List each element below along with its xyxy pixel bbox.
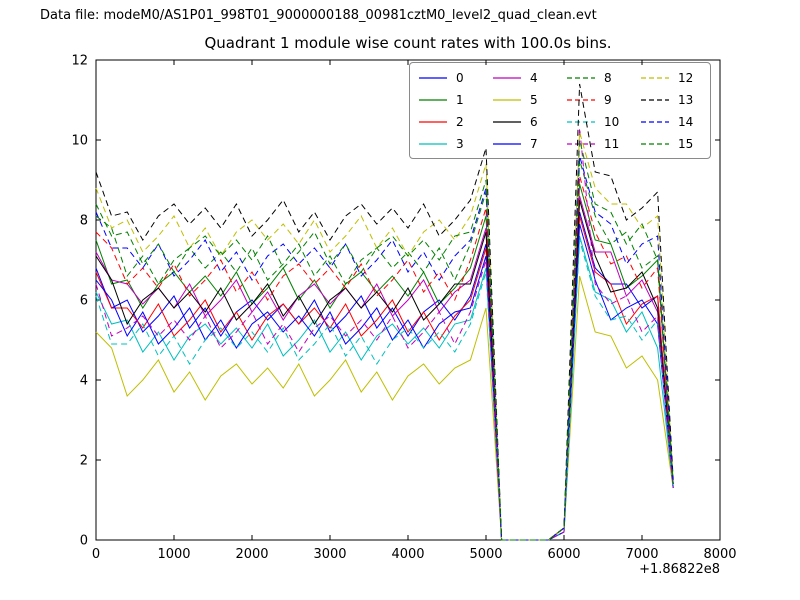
legend-label: 15: [678, 136, 694, 151]
legend-line-sample: [641, 98, 669, 101]
legend-item-0: 0: [418, 69, 480, 86]
y-tick-label: 12: [71, 54, 88, 69]
legend-label: 10: [604, 114, 620, 129]
legend-label: 2: [456, 114, 464, 129]
x-tick-label: 2000: [235, 547, 268, 562]
series-line-14: [95, 155, 674, 541]
series-line-12: [95, 131, 674, 541]
x-tick-label: 5000: [469, 547, 502, 562]
legend-line-sample: [567, 142, 595, 145]
legend-line-sample: [567, 120, 595, 123]
legend-item-1: 1: [418, 91, 480, 108]
series-line-15: [95, 139, 674, 541]
series-line-10: [95, 239, 674, 541]
legend-line-sample: [493, 120, 521, 123]
legend-line-sample: [493, 76, 521, 79]
x-tick-label: 7000: [625, 547, 658, 562]
legend-label: 12: [678, 70, 694, 85]
legend-item-4: 4: [492, 69, 554, 86]
series-line-9: [95, 175, 674, 541]
legend-item-11: 11: [566, 135, 628, 152]
legend-label: 6: [530, 114, 538, 129]
legend-label: 5: [530, 92, 538, 107]
legend-item-6: 6: [492, 113, 554, 130]
series-line-8: [95, 159, 674, 541]
x-tick-label: 3000: [313, 547, 346, 562]
legend-label: 11: [604, 136, 620, 151]
legend-label: 4: [530, 70, 538, 85]
legend-line-sample: [419, 120, 447, 123]
legend-label: 14: [678, 114, 694, 129]
y-tick-label: 8: [80, 214, 88, 229]
y-tick-label: 2: [80, 454, 88, 469]
x-axis-offset-label: +1.86822e8: [639, 562, 720, 577]
legend-column: 8 9 10 11: [566, 69, 628, 152]
legend-item-12: 12: [640, 69, 702, 86]
legend-item-15: 15: [640, 135, 702, 152]
series-line-4: [95, 195, 674, 541]
legend-line-sample: [493, 98, 521, 101]
legend-line-sample: [567, 98, 595, 101]
series-line-2: [95, 215, 674, 541]
legend-item-10: 10: [566, 113, 628, 130]
x-tick-label: 0: [92, 547, 100, 562]
legend-item-7: 7: [492, 135, 554, 152]
x-tick-label: 8000: [703, 547, 736, 562]
legend-column: 4 5 6 7: [492, 69, 554, 152]
series-line-11: [95, 127, 674, 541]
legend-line-sample: [493, 142, 521, 145]
x-tick-label: 1000: [157, 547, 190, 562]
legend-item-5: 5: [492, 91, 554, 108]
x-tick-label: 6000: [547, 547, 580, 562]
y-tick-label: 4: [80, 374, 88, 389]
legend-line-sample: [419, 142, 447, 145]
series-line-7: [95, 223, 674, 541]
legend-label: 9: [604, 92, 612, 107]
series-line-0: [95, 211, 674, 541]
y-tick-label: 6: [80, 294, 88, 309]
series-line-1: [95, 183, 674, 541]
legend-label: 8: [604, 70, 612, 85]
legend-label: 1: [456, 92, 464, 107]
legend-label: 0: [456, 70, 464, 85]
series-line-3: [95, 235, 674, 541]
legend-line-sample: [641, 142, 669, 145]
legend-label: 7: [530, 136, 538, 151]
x-tick-label: 4000: [391, 547, 424, 562]
legend-line-sample: [641, 76, 669, 79]
legend-label: 3: [456, 136, 464, 151]
series-line-6: [95, 199, 674, 541]
legend-line-sample: [567, 76, 595, 79]
legend-item-2: 2: [418, 113, 480, 130]
data-file-label: Data file: modeM0/AS1P01_998T01_90000001…: [40, 8, 597, 23]
legend-item-3: 3: [418, 135, 480, 152]
legend-item-13: 13: [640, 91, 702, 108]
y-tick-label: 0: [80, 534, 88, 549]
legend-line-sample: [419, 98, 447, 101]
chart-title: Quadrant 1 module wise count rates with …: [204, 34, 612, 52]
legend-line-sample: [641, 120, 669, 123]
legend-column: 0 1 2 3: [418, 69, 480, 152]
legend-item-8: 8: [566, 69, 628, 86]
legend-item-14: 14: [640, 113, 702, 130]
legend-column: 12 13 14 15: [640, 69, 702, 152]
legend-label: 13: [678, 92, 694, 107]
legend-item-9: 9: [566, 91, 628, 108]
series-line-5: [95, 275, 674, 541]
legend: 0 1 2 3 4 5 6 7 8 9 10 11 12 13 14 15: [409, 62, 711, 159]
y-tick-label: 10: [71, 134, 88, 149]
legend-line-sample: [419, 76, 447, 79]
